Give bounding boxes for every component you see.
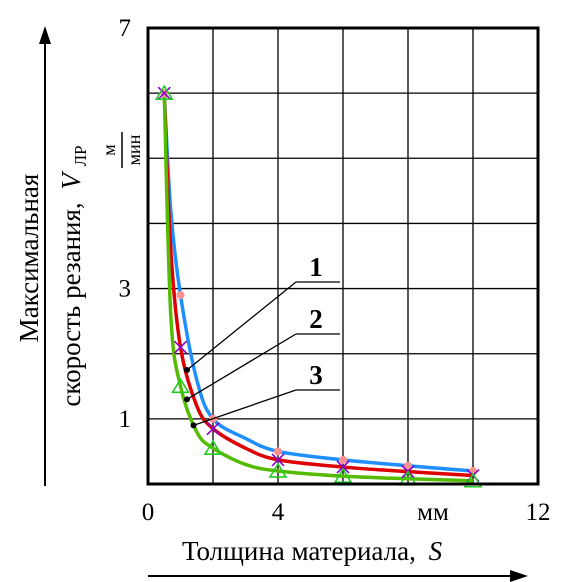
- y-unit-numerator: м: [99, 144, 119, 155]
- series-3-marker: [154, 84, 174, 100]
- callout-layer: 1 2 3: [184, 252, 340, 429]
- series-1-marker: [404, 461, 412, 470]
- y-tick-label: 1: [119, 406, 132, 433]
- x-tick-label: 12: [526, 499, 551, 526]
- callout-label: 2: [309, 304, 323, 334]
- x-axis-arrow: [148, 570, 528, 582]
- series-2-marker: [206, 422, 220, 436]
- grid: [147, 27, 539, 485]
- series-1-marker: [176, 291, 185, 300]
- series-1-marker: [339, 455, 347, 464]
- callout-label: 3: [309, 360, 323, 390]
- series-2-marker: [336, 460, 350, 474]
- x-axis-label-text: Толщина материала,: [182, 536, 416, 566]
- y-tick-label: 7: [119, 15, 132, 42]
- series-2-marker: [157, 86, 171, 100]
- series-2-marker: [271, 453, 285, 467]
- series-3-marker: [171, 377, 190, 394]
- y-axis-label-line2: скорость резания, V ЛР: [56, 145, 90, 406]
- x-tick-label: 4: [272, 499, 285, 526]
- series-layer: [154, 84, 483, 488]
- x-axis-variable: S: [429, 536, 443, 566]
- series-1-line: [162, 93, 474, 473]
- x-axis-label: Толщина материала, S: [182, 536, 443, 566]
- series-2-marker: [173, 340, 188, 354]
- y-axis-label-text: скорость резания,: [56, 202, 86, 406]
- y-axis-variable: V: [56, 170, 86, 190]
- callout-1: 1: [184, 252, 340, 373]
- series-2-line: [162, 93, 474, 478]
- y-axis-variable-subscript: ЛР: [71, 145, 90, 166]
- x-unit: мм: [417, 499, 449, 526]
- series-3-marker: [333, 467, 353, 483]
- callout-label: 1: [309, 252, 323, 282]
- y-axis-label-line1: Максимальная: [14, 174, 44, 343]
- y-unit-denominator: мин: [124, 134, 144, 165]
- series-1-marker: [274, 447, 282, 456]
- plot-frame: [146, 26, 540, 486]
- callout-3: 3: [190, 360, 340, 429]
- y-axis-arrow: [39, 26, 51, 486]
- callout-2: 2: [184, 304, 340, 403]
- series-3-marker: [268, 462, 288, 478]
- series-3-marker: [463, 472, 483, 488]
- x-tick-label: 0: [142, 499, 155, 526]
- y-tick-label: 3: [119, 276, 132, 303]
- series-3-marker: [203, 439, 223, 455]
- series-3-line: [162, 93, 474, 483]
